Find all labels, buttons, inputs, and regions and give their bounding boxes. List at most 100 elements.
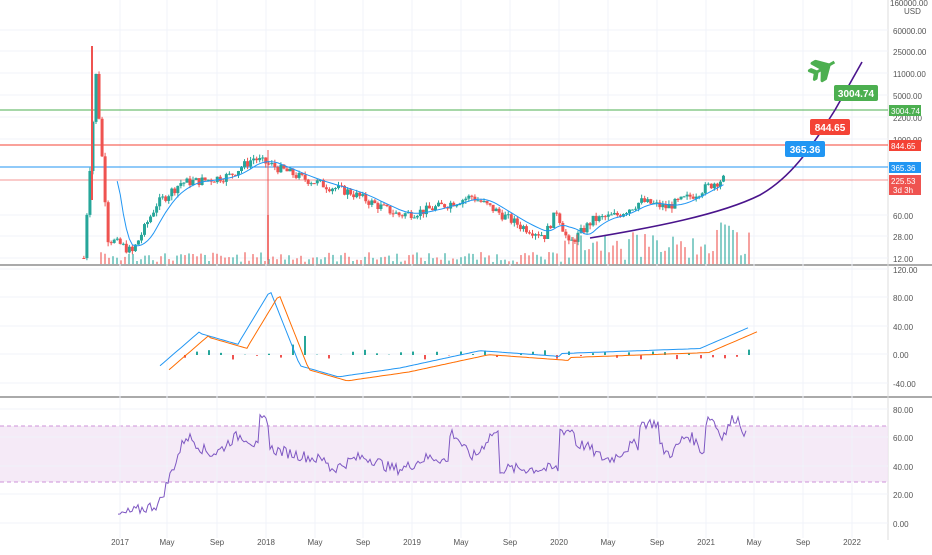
volume-bar: [332, 255, 334, 264]
price-candle: [113, 240, 116, 243]
macd-histogram-bar: [376, 353, 378, 355]
price-candle: [586, 223, 589, 232]
price-candle: [104, 156, 107, 202]
rsi-tick: 80.00: [893, 406, 914, 415]
price-candle: [722, 176, 725, 182]
price-candle: [116, 239, 119, 240]
price-candle: [361, 194, 364, 196]
price-candle: [128, 247, 131, 253]
volume-bar: [500, 260, 502, 264]
price-candle: [392, 213, 395, 214]
volume-bar: [672, 237, 674, 264]
volume-bar: [267, 215, 269, 264]
price-candle: [549, 226, 552, 228]
volume-bar: [440, 260, 442, 264]
volume-bar: [432, 258, 434, 264]
volume-bar: [112, 256, 114, 264]
price-candle: [646, 199, 649, 202]
volume-bar: [348, 257, 350, 264]
volume-bar: [372, 258, 374, 264]
volume-bar: [100, 252, 102, 264]
price-candle: [395, 213, 398, 214]
volume-bar: [200, 254, 202, 264]
macd-histogram-bar: [412, 352, 414, 355]
volume-bar: [300, 256, 302, 264]
volume-bar: [696, 255, 698, 264]
volume-bar: [548, 252, 550, 264]
volume-bar: [680, 241, 682, 264]
price-candle: [82, 258, 85, 259]
macd-histogram-bar: [724, 355, 726, 358]
volume-bar: [364, 257, 366, 264]
price-candle: [634, 209, 637, 210]
rsi-tick: 40.00: [893, 463, 914, 472]
callout-3004: 3004.74: [834, 85, 878, 101]
price-candle: [486, 201, 489, 203]
price-candle: [346, 189, 349, 194]
volume-bar: [604, 236, 606, 264]
volume-bar: [352, 261, 354, 264]
price-candle: [489, 203, 492, 205]
price-candle: [379, 204, 382, 209]
price-candle: [404, 213, 407, 216]
price-candle: [598, 216, 601, 221]
price-candle: [628, 210, 631, 213]
price-candle: [146, 222, 149, 224]
volume-bar: [412, 255, 414, 264]
price-candle: [504, 215, 507, 220]
price-candle: [607, 214, 610, 216]
macd-histogram-bar: [676, 355, 678, 359]
volume-bar: [636, 235, 638, 264]
price-candle: [161, 196, 164, 197]
volume-bar: [720, 223, 722, 264]
volume-bar: [488, 255, 490, 264]
volume-bar: [156, 262, 158, 264]
price-candle: [222, 181, 225, 182]
macd-histogram-bar: [256, 355, 258, 356]
volume-bar: [208, 261, 210, 264]
volume-bar: [340, 255, 342, 264]
price-candle: [101, 119, 104, 157]
volume-bar: [480, 252, 482, 264]
svg-text:365.36: 365.36: [891, 164, 916, 173]
airplane-icon: [807, 53, 840, 83]
price-candle: [164, 196, 167, 200]
price-candle: [261, 158, 264, 159]
price-candle: [376, 203, 379, 209]
volume-bar: [356, 260, 358, 264]
volume-bar: [284, 260, 286, 264]
macd-histogram-bar: [736, 355, 738, 357]
price-candle: [310, 183, 313, 184]
volume-bar: [476, 260, 478, 264]
volume-bar: [188, 253, 190, 264]
volume-bar: [392, 261, 394, 264]
price-candle: [558, 213, 561, 223]
price-candle: [298, 173, 301, 178]
volume-bar: [400, 262, 402, 264]
price-candle: [355, 193, 358, 198]
volume-bar: [456, 259, 458, 264]
volume-bar: [492, 262, 494, 264]
volume-bar: [428, 253, 430, 264]
volume-bar: [236, 255, 238, 264]
volume-bar: [736, 232, 738, 264]
price-candle: [613, 213, 616, 214]
price-tick: 12.00: [893, 255, 914, 264]
price-candle: [534, 234, 537, 235]
price-candle: [592, 216, 595, 225]
price-candle: [479, 200, 482, 201]
volume-bar: [344, 253, 346, 264]
macd-series: [160, 293, 757, 381]
macd-histogram-bar: [604, 352, 606, 355]
price-candle: [540, 235, 543, 236]
price-candle: [631, 210, 634, 211]
volume-bar: [152, 260, 154, 264]
volume-bar: [684, 247, 686, 264]
volume-bar: [452, 259, 454, 264]
volume-bar: [692, 238, 694, 264]
volume-bar: [388, 256, 390, 264]
volume-bar: [468, 253, 470, 264]
volume-bar: [220, 256, 222, 264]
price-candle: [643, 198, 646, 202]
